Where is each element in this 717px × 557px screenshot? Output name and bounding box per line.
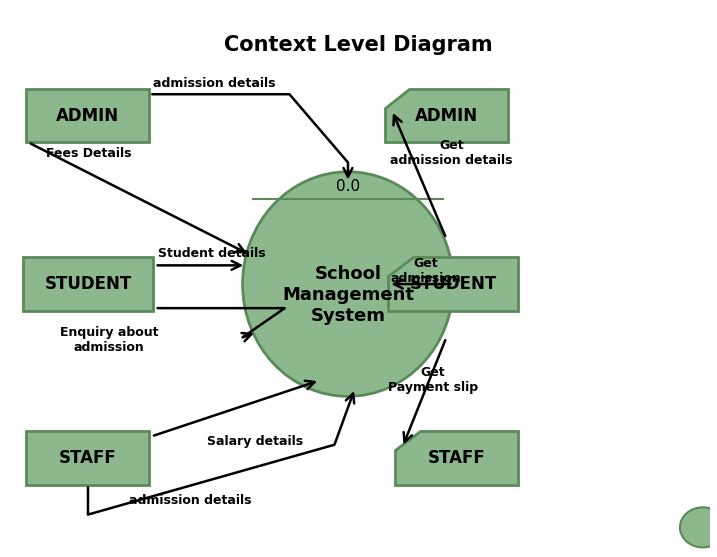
Text: ADMIN: ADMIN <box>414 106 478 125</box>
Polygon shape <box>389 257 518 311</box>
Text: Salary details: Salary details <box>207 436 303 448</box>
Polygon shape <box>385 89 508 143</box>
Text: Context Level Diagram: Context Level Diagram <box>224 36 493 56</box>
Text: Fees Details: Fees Details <box>46 146 131 159</box>
Text: Student details: Student details <box>158 247 266 260</box>
Text: Get
Payment slip: Get Payment slip <box>388 367 478 394</box>
Text: STAFF: STAFF <box>428 449 485 467</box>
Bar <box>27 89 149 143</box>
Text: Get
admission details: Get admission details <box>390 139 513 167</box>
Text: 0.0: 0.0 <box>336 179 360 194</box>
Text: STUDENT: STUDENT <box>44 275 132 293</box>
Text: admission details: admission details <box>153 77 276 90</box>
Text: Get
admission: Get admission <box>390 257 461 285</box>
Ellipse shape <box>680 507 717 548</box>
Bar <box>27 431 149 485</box>
Bar <box>23 257 153 311</box>
Text: Enquiry about
admission: Enquiry about admission <box>60 326 158 354</box>
Text: STUDENT: STUDENT <box>409 275 497 293</box>
Text: STAFF: STAFF <box>59 449 117 467</box>
Text: admission details: admission details <box>128 494 251 507</box>
Text: ADMIN: ADMIN <box>57 106 120 125</box>
Text: School
Management
System: School Management System <box>282 265 414 325</box>
Polygon shape <box>395 431 518 485</box>
Ellipse shape <box>242 172 453 397</box>
